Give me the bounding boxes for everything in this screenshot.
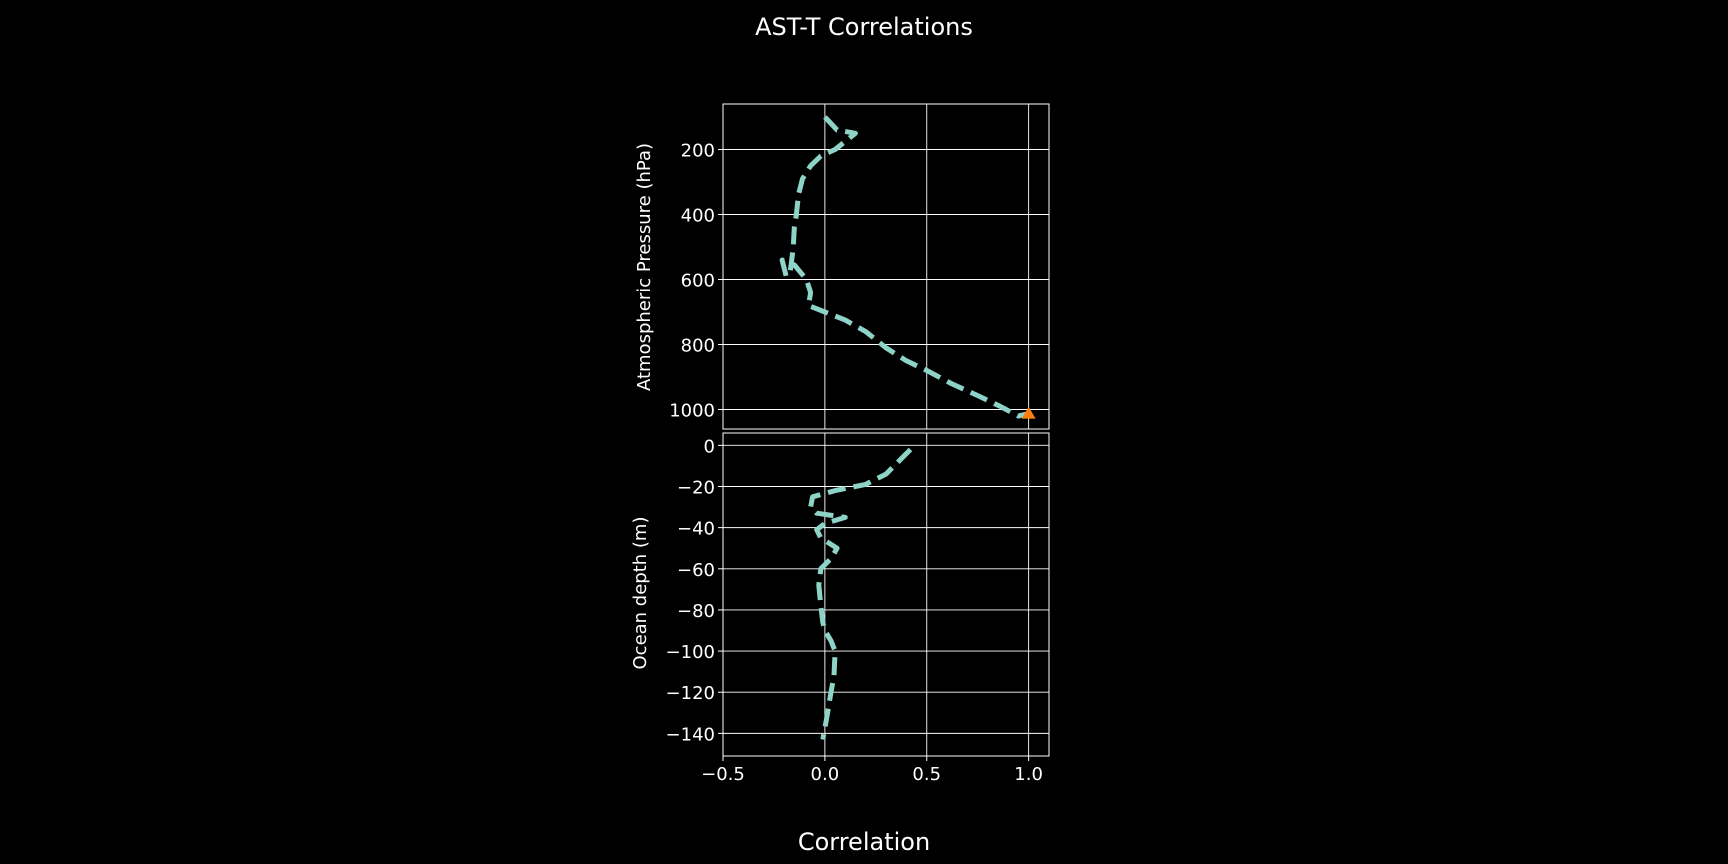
y-tick-label: −100 [666, 642, 715, 663]
y-tick-label: 200 [681, 141, 715, 162]
y-tick-label: −20 [677, 477, 715, 498]
y-tick-label: 400 [681, 206, 715, 227]
y-tick-label: 800 [681, 336, 715, 357]
correlation-series-line [808, 447, 913, 740]
y-tick-label: 600 [681, 271, 715, 292]
ocean-panel: 0 −20 −40 −60 −80 −100 −120 −140 −0.5 0.0 0.5 1.0 Oc… [630, 432, 1050, 785]
correlation-series-line [779, 115, 1030, 419]
x-tick-label: −0.5 [701, 764, 745, 785]
y-tick-label: −80 [677, 601, 715, 622]
y-tick-label: −60 [677, 560, 715, 581]
x-axis-label: Correlation [798, 828, 930, 856]
axes-frame [722, 432, 1050, 757]
x-tick-label: 1.0 [1014, 764, 1043, 785]
surface-marker-triangle [1021, 406, 1036, 419]
atmosphere-panel: 200 400 600 800 1000 Atmospheric Pressure (hP… [634, 103, 1050, 430]
y-tick-label: −140 [666, 724, 715, 745]
y-tick-label: −120 [666, 683, 715, 704]
y-axis-label: Atmospheric Pressure (hPa) [634, 143, 655, 391]
axes-frame [722, 103, 1050, 430]
y-tick-label: 1000 [669, 401, 715, 422]
chart-title: AST-T Correlations [755, 13, 973, 41]
y-tick-label: −40 [677, 519, 715, 540]
x-tick-label: 0.0 [811, 764, 840, 785]
y-tick-label: 0 [704, 436, 715, 457]
x-tick-label: 0.5 [912, 764, 941, 785]
y-axis-label: Ocean depth (m) [630, 517, 651, 670]
